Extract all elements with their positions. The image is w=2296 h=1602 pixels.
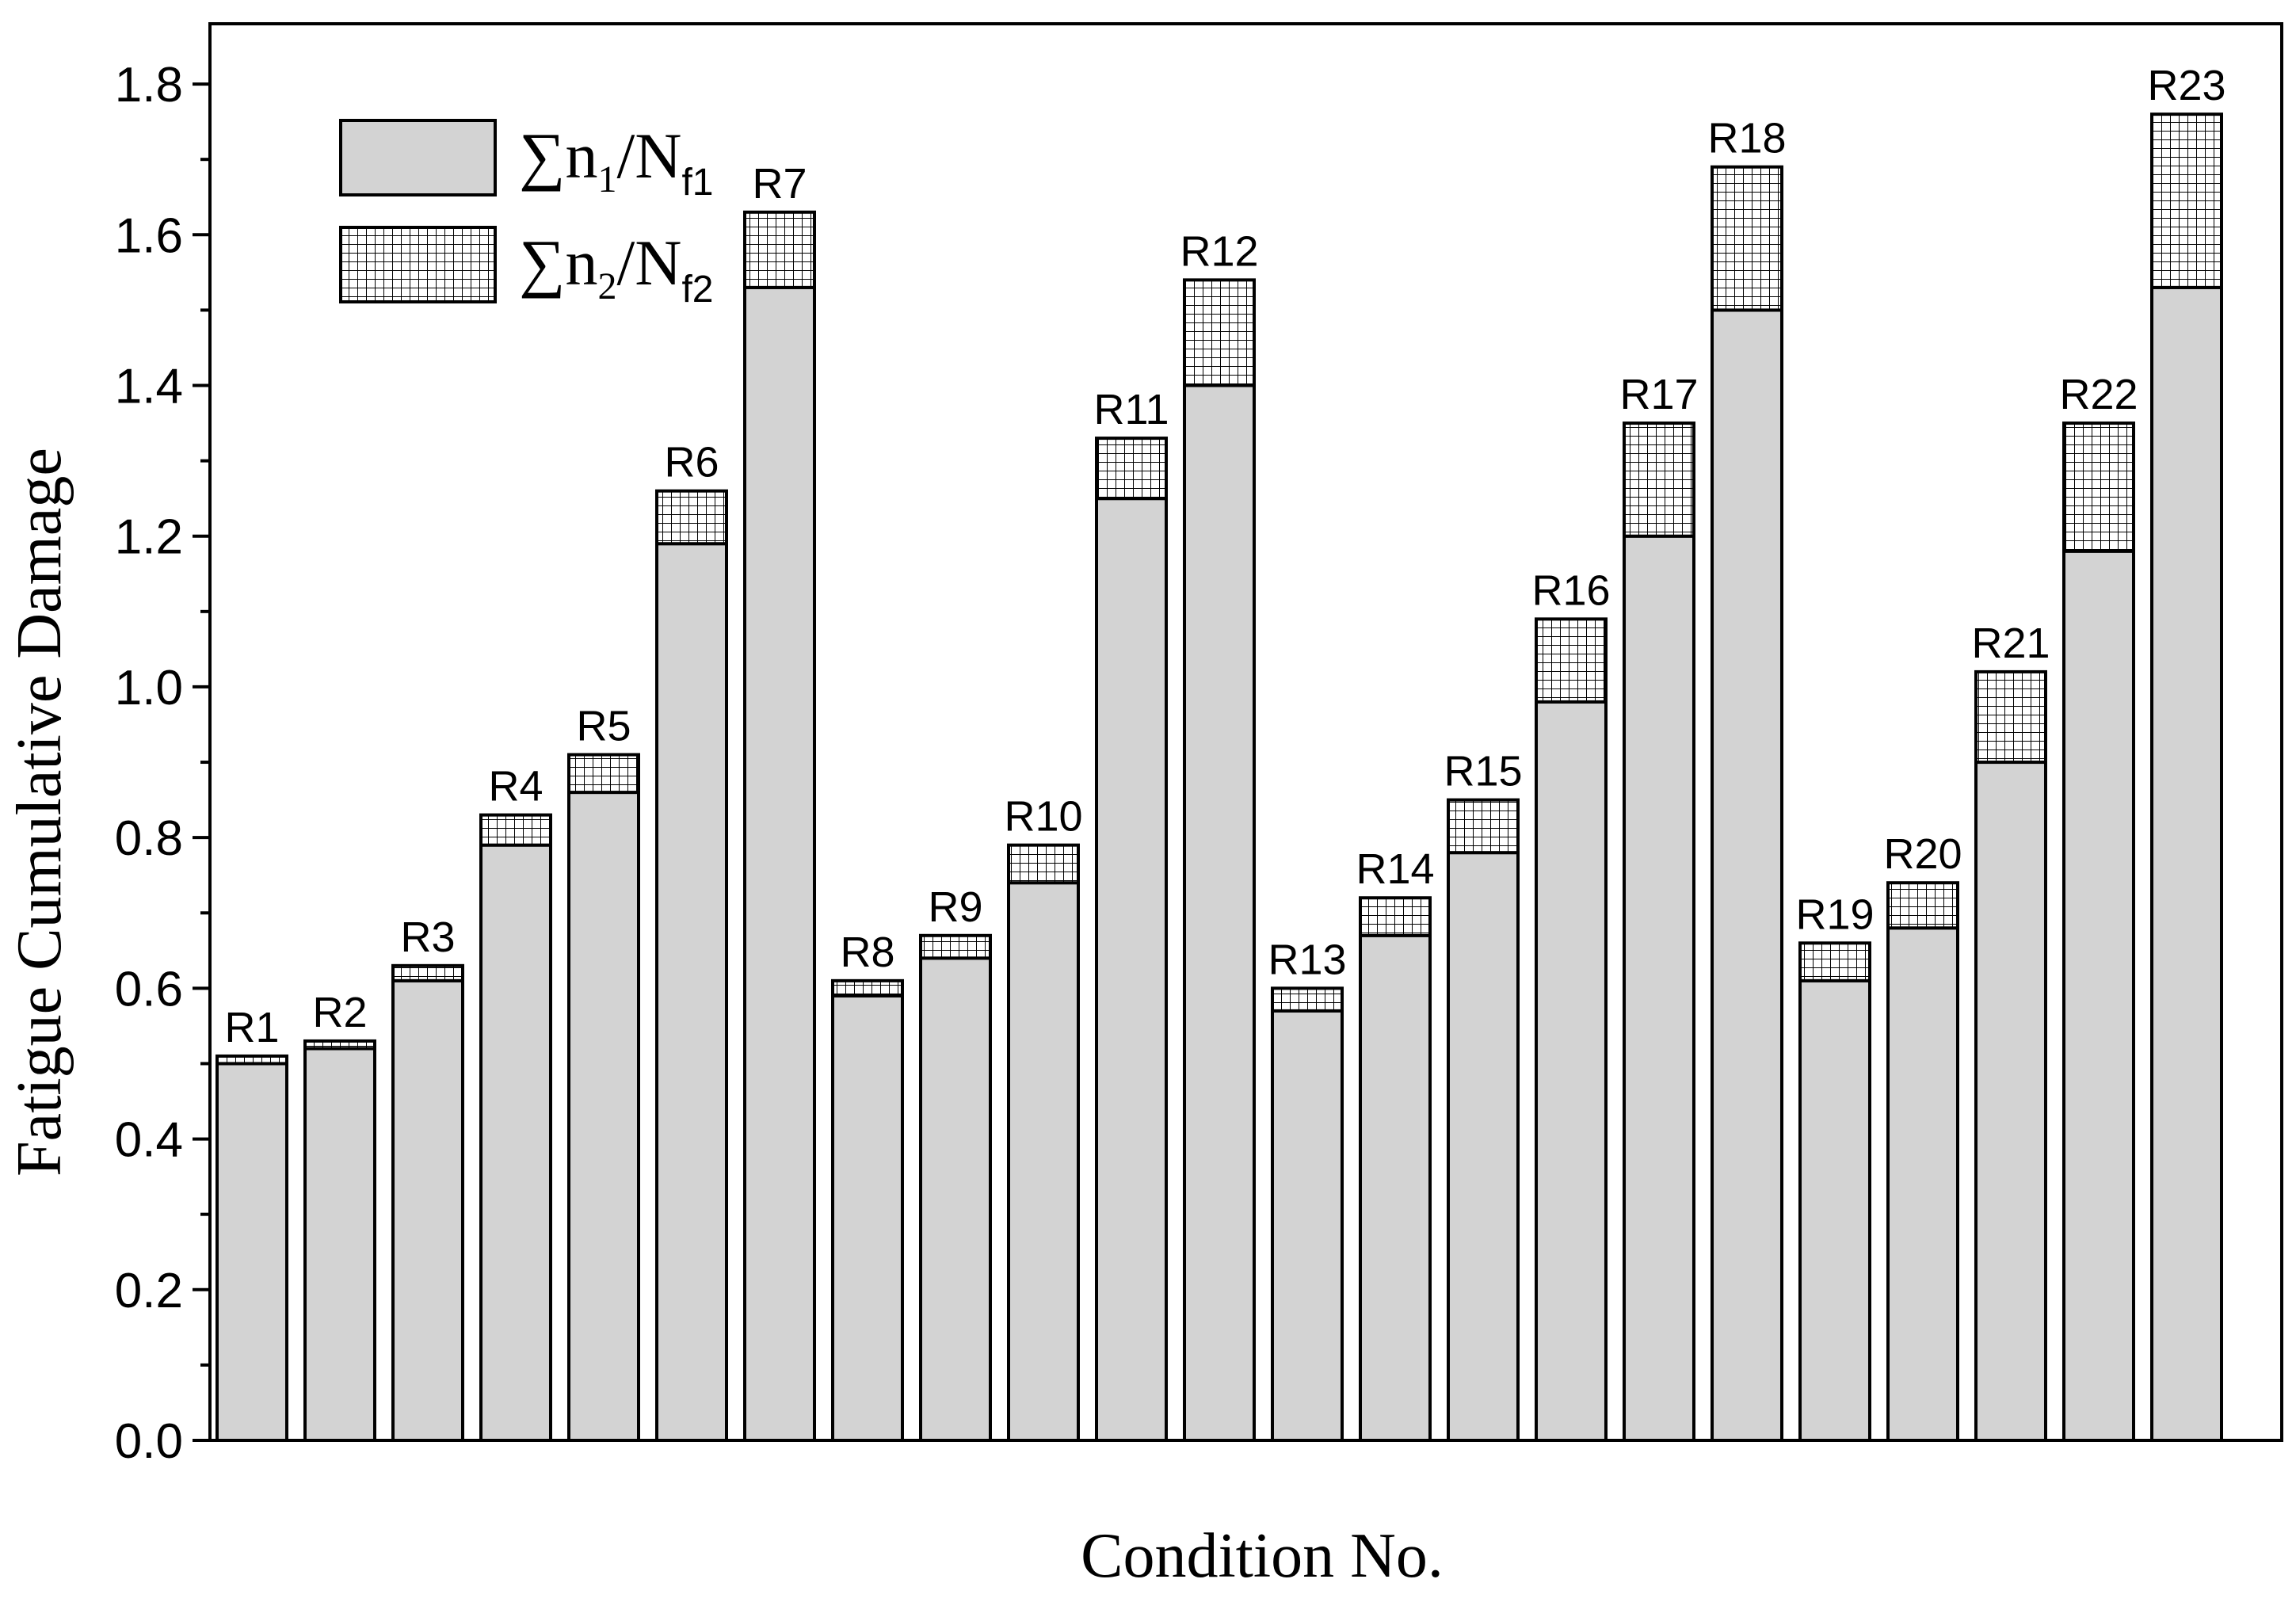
y-tick-label: 0.8 <box>115 811 183 866</box>
bar-segment-n1-R13 <box>1271 1009 1344 1443</box>
bar-label-R9: R9 <box>928 883 982 931</box>
bar-label-R10: R10 <box>1004 793 1082 841</box>
bar-segment-n2-R22 <box>2062 421 2135 553</box>
y-tick-label: 0.6 <box>115 962 183 1017</box>
bar-segment-n2-R23 <box>2150 113 2223 289</box>
bar-label-R13: R13 <box>1268 936 1346 983</box>
bar-segment-n1-R15 <box>1447 851 1520 1442</box>
y-axis-title: Fatigue Cumulative Damage <box>5 448 74 1177</box>
bar-segment-n2-R7 <box>743 210 816 289</box>
legend-swatch-1 <box>339 119 497 196</box>
bar-segment-n2-R14 <box>1359 896 1432 937</box>
bar-segment-n2-R16 <box>1535 617 1608 704</box>
legend-swatch-2 <box>339 226 497 303</box>
y-tick-label: 1.4 <box>115 360 183 414</box>
bar-segment-n2-R12 <box>1183 278 1256 387</box>
y-tick-label: 0.4 <box>115 1113 183 1168</box>
bar-segment-n1-R14 <box>1359 933 1432 1442</box>
bar-segment-n2-R13 <box>1271 986 1344 1013</box>
bar-label-R17: R17 <box>1619 371 1698 418</box>
x-axis-title: Condition No. <box>1081 1521 1444 1591</box>
legend: ∑n1/Nf1 ∑n2/Nf2 <box>339 119 714 311</box>
bar-segment-n2-R9 <box>919 933 992 960</box>
bar-segment-n1-R9 <box>919 956 992 1442</box>
bar-label-R3: R3 <box>400 914 455 961</box>
bar-segment-n2-R11 <box>1095 437 1168 501</box>
bar-label-R21: R21 <box>1971 620 2050 667</box>
bar-label-R19: R19 <box>1795 891 1874 938</box>
bar-label-R8: R8 <box>840 929 894 976</box>
bar-segment-n1-R22 <box>2062 549 2135 1443</box>
legend-label-1: ∑n1/Nf1 <box>519 120 714 204</box>
bar-segment-n2-R6 <box>655 489 728 546</box>
bar-segment-n1-R18 <box>1711 308 1783 1442</box>
y-tick-label: 1.6 <box>115 208 183 263</box>
bar-label-R11: R11 <box>1093 386 1169 433</box>
y-tick-label: 1.2 <box>115 510 183 565</box>
bar-label-R16: R16 <box>1531 566 1610 614</box>
bar-segment-n1-R16 <box>1535 700 1608 1442</box>
bar-segment-n2-R21 <box>1974 669 2047 765</box>
y-tick-label: 1.8 <box>115 58 183 113</box>
bar-segment-n2-R10 <box>1007 843 1080 885</box>
bar-segment-n1-R11 <box>1095 497 1168 1443</box>
bar-label-R20: R20 <box>1883 830 1962 878</box>
bar-label-R7: R7 <box>752 160 807 208</box>
bar-segment-n2-R2 <box>303 1039 376 1051</box>
bar-segment-n1-R23 <box>2150 285 2223 1443</box>
bar-segment-n2-R19 <box>1798 941 1871 982</box>
bar-segment-n1-R12 <box>1183 383 1256 1443</box>
bar-label-R22: R22 <box>2059 371 2138 418</box>
bars-group <box>215 113 2223 1443</box>
bar-segment-n1-R8 <box>831 994 904 1442</box>
bar-segment-n2-R3 <box>391 963 464 982</box>
bar-segment-n1-R10 <box>1007 881 1080 1442</box>
y-tick-label: 0.0 <box>115 1414 183 1469</box>
bar-label-R6: R6 <box>664 439 719 486</box>
bar-segment-n1-R21 <box>1974 761 2047 1442</box>
bar-segment-n1-R7 <box>743 285 816 1443</box>
bar-segment-n2-R15 <box>1447 798 1520 855</box>
bar-segment-n2-R8 <box>831 978 904 997</box>
bar-segment-n1-R17 <box>1623 534 1695 1442</box>
bar-label-R18: R18 <box>1707 115 1786 162</box>
bar-segment-n2-R1 <box>215 1054 288 1066</box>
bar-segment-n1-R6 <box>655 542 728 1443</box>
y-tick-label: 0.2 <box>115 1264 183 1318</box>
bar-segment-n2-R4 <box>479 813 552 847</box>
bar-segment-n2-R5 <box>567 753 640 795</box>
bar-segment-n1-R1 <box>215 1062 288 1443</box>
bar-segment-n1-R2 <box>303 1047 376 1442</box>
bar-label-R1: R1 <box>224 1004 279 1051</box>
bar-segment-n2-R18 <box>1711 165 1783 312</box>
axes-group: 0.0 0.2 0.4 0.6 0.8 1.0 1.2 1.4 1.6 1.8 <box>115 22 2283 1469</box>
bar-segment-n1-R4 <box>479 843 552 1442</box>
bar-segment-n1-R3 <box>391 978 464 1442</box>
bar-label-R4: R4 <box>488 763 543 811</box>
bar-segment-n1-R19 <box>1798 978 1871 1442</box>
bar-segment-n1-R20 <box>1886 926 1959 1442</box>
bar-label-R12: R12 <box>1180 227 1258 275</box>
bar-label-R23: R23 <box>2147 62 2225 109</box>
bar-label-R14: R14 <box>1356 845 1434 893</box>
legend-label-2: ∑n2/Nf2 <box>519 227 714 311</box>
bar-label-R15: R15 <box>1444 748 1522 795</box>
bar-segment-n2-R20 <box>1886 881 1959 930</box>
plot-frame <box>208 22 2283 1442</box>
bar-label-R5: R5 <box>576 703 631 750</box>
y-tick-label: 1.0 <box>115 661 183 715</box>
bar-segment-n1-R5 <box>567 791 640 1442</box>
bar-label-R2: R2 <box>312 989 367 1036</box>
bar-segment-n2-R17 <box>1623 421 1695 538</box>
